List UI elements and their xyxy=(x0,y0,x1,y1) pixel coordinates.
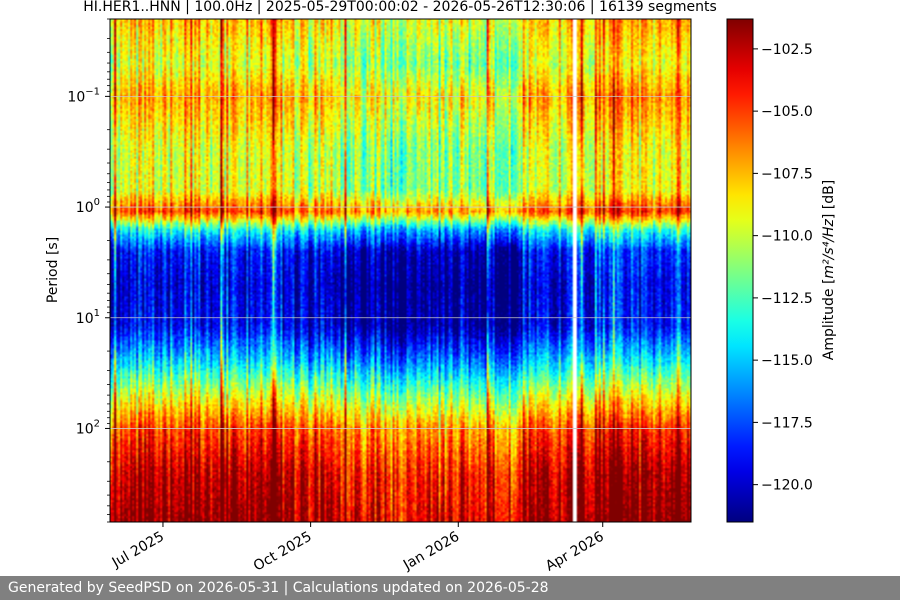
colorbar-label: Amplitude [m²/s⁴/Hz] [dB] xyxy=(821,180,837,360)
heatmap-image xyxy=(110,19,691,522)
colorbar-tick-label: −112.5 xyxy=(761,291,813,307)
x-tick-label: Jul 2025 xyxy=(109,529,167,572)
spectrogram-heatmap xyxy=(110,19,691,522)
colorbar-tick-label: −120.0 xyxy=(761,478,813,494)
colorbar-tick-label: −102.5 xyxy=(761,42,813,58)
colorbar-gradient xyxy=(726,18,754,523)
y-tick-label: 101 xyxy=(76,308,100,327)
chart-title: HI.HER1..HNN | 100.0Hz | 2025-05-29T00:0… xyxy=(83,0,717,15)
x-tick-label: Oct 2025 xyxy=(251,529,315,575)
colorbar-tick-label: −107.5 xyxy=(761,166,813,182)
footer-text: Generated by SeedPSD on 2026-05-31 | Cal… xyxy=(8,580,549,596)
colorbar-tick-label: −110.0 xyxy=(761,229,813,245)
y-axis: 10−1 100 101 102 xyxy=(67,18,110,523)
plot-frame xyxy=(109,18,692,523)
y-tick-label: 100 xyxy=(76,197,100,216)
y-tick-label: 10−1 xyxy=(67,86,100,105)
x-axis: Jul 2025 Oct 2025 Jan 2026 Apr 2026 xyxy=(109,522,607,575)
colorbar: −120.0 −117.5 −115.0 −112.5 −110.0 −107.5 −105… xyxy=(726,18,837,523)
x-tick-label: Jan 2026 xyxy=(400,529,462,574)
y-tick-label: 102 xyxy=(76,418,100,437)
footer-bar: Generated by SeedPSD on 2026-05-31 | Cal… xyxy=(0,576,900,600)
colorbar-tick-label: −115.0 xyxy=(761,353,813,369)
colorbar-tick-label: −105.0 xyxy=(761,104,813,120)
grid-lines xyxy=(110,95,691,429)
colorbar-ticks: −120.0 −117.5 −115.0 −112.5 −110.0 −107.5 −105… xyxy=(753,42,813,494)
y-axis-label: Period [s] xyxy=(45,237,61,303)
colorbar-tick-label: −117.5 xyxy=(761,415,813,431)
x-tick-label: Apr 2026 xyxy=(543,529,607,575)
